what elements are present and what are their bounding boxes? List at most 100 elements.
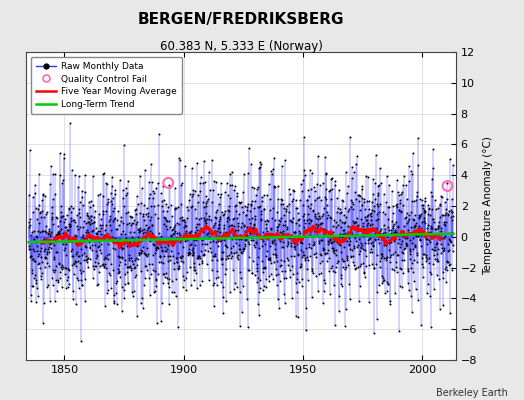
Point [123,269,132,275]
Point [198,236,206,243]
Point [136,210,145,216]
Point [80,234,89,241]
Point [94,244,102,250]
Point [151,234,159,241]
Point [352,265,360,272]
Point [31,272,39,278]
Point [217,279,225,286]
Point [358,246,367,252]
Point [112,290,120,296]
Point [149,267,157,273]
Point [75,285,83,291]
Point [267,168,275,174]
Point [326,264,335,271]
Point [205,245,214,251]
Point [418,261,427,268]
Point [174,266,182,272]
Point [162,246,171,252]
Point [272,258,281,264]
Point [311,211,319,217]
Point [336,231,344,237]
Point [436,202,444,209]
Point [345,205,354,212]
Point [241,241,249,247]
Point [328,186,336,192]
Point [234,227,242,233]
Point [59,238,68,244]
Point [61,224,70,230]
Point [429,216,437,223]
Point [286,234,294,240]
Point [254,275,262,282]
Point [416,196,424,203]
Point [429,165,438,171]
Point [331,182,340,188]
Point [343,208,352,215]
Point [376,228,385,234]
Point [291,220,300,227]
Point [344,223,353,229]
Point [285,209,293,215]
Point [36,248,44,255]
Point [334,222,342,228]
Point [317,252,325,258]
Point [123,220,131,227]
Point [398,256,407,263]
Point [148,261,156,267]
Point [313,224,321,230]
Point [280,218,289,225]
Point [62,232,71,238]
Point [224,223,233,229]
Point [83,228,92,235]
Point [215,221,224,228]
Point [234,256,243,262]
Point [189,191,197,197]
Point [74,277,82,283]
Point [404,227,412,234]
Point [330,269,339,275]
Point [372,226,380,233]
Point [190,277,198,284]
Point [151,211,159,218]
Point [249,224,257,231]
Point [241,243,249,249]
Point [102,278,111,284]
Point [424,202,432,208]
Point [227,250,235,256]
Point [65,281,73,287]
Point [270,155,278,161]
Point [419,264,428,270]
Point [324,212,332,218]
Point [129,229,138,235]
Point [207,230,215,236]
Point [430,244,439,250]
Point [189,244,198,251]
Point [136,250,144,256]
Point [422,236,430,242]
Point [163,252,172,259]
Point [252,192,260,198]
Point [161,214,169,221]
Point [350,169,358,175]
Point [114,268,123,274]
Point [139,305,147,311]
Point [365,299,373,306]
Point [237,199,245,206]
Point [389,202,397,209]
Point [406,236,414,243]
Point [167,237,175,244]
Point [68,262,76,268]
Point [332,264,340,270]
Point [42,228,50,235]
Point [211,253,220,259]
Point [104,241,112,247]
Point [276,217,284,224]
Point [178,216,187,223]
Point [78,234,86,240]
Point [249,222,258,228]
Point [431,196,440,203]
Point [85,219,93,225]
Point [433,272,441,279]
Point [165,300,173,307]
Point [181,238,190,244]
